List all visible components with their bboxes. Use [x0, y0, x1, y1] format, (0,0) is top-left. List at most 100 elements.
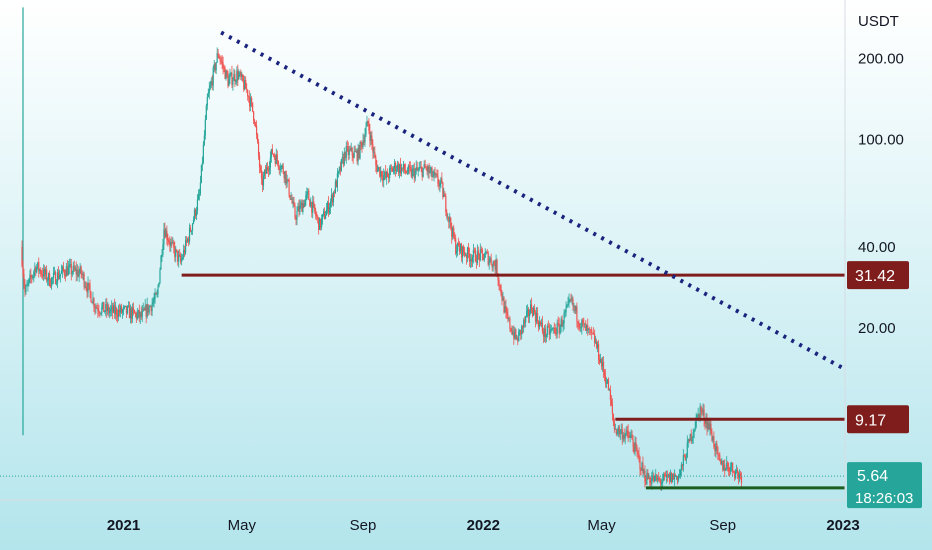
candle-body [645, 481, 647, 484]
candle-body [730, 466, 732, 472]
candle-body [163, 229, 165, 245]
candle-body [601, 361, 604, 367]
candle-body [105, 304, 107, 311]
candle-body [127, 306, 130, 307]
candle-body [112, 306, 114, 313]
candle-body [30, 274, 32, 278]
candle-body [671, 473, 674, 483]
candle-body [485, 252, 487, 254]
candle-body [230, 72, 232, 76]
candle-body [281, 165, 283, 167]
candle-body [371, 135, 373, 145]
candle-body [498, 280, 500, 286]
candle-body [540, 322, 543, 325]
candle-body [713, 436, 715, 447]
candle-body [189, 227, 192, 232]
candle-body [583, 322, 585, 324]
candle-body [48, 273, 51, 286]
candle-body [252, 102, 254, 112]
candle-body [644, 470, 646, 482]
candle-body [176, 249, 178, 251]
candle-body [320, 218, 322, 228]
candle-body [673, 475, 676, 480]
candle-body [278, 166, 280, 170]
candle-body [117, 309, 120, 318]
candle-body [380, 171, 382, 177]
candle-body [672, 473, 675, 480]
candle-body [626, 429, 628, 432]
candle-body [219, 58, 221, 61]
candle-body [186, 238, 189, 242]
candle-body [407, 165, 409, 173]
candle-body [273, 154, 275, 158]
candle-body [283, 172, 285, 179]
candle-body [94, 307, 96, 309]
candle-body [414, 170, 416, 179]
candle-body [34, 267, 36, 272]
time-axis[interactable]: 2021 May Sep 2022 May Sep 2023 [107, 517, 860, 534]
candle-body [222, 62, 224, 68]
candle-body [438, 183, 440, 186]
candle-body [116, 308, 118, 316]
candle-body [128, 306, 131, 319]
candle-body [117, 315, 119, 318]
candle-body [104, 310, 106, 312]
candle-body [736, 470, 739, 473]
candle-body [299, 204, 301, 213]
candle-body [734, 472, 736, 478]
level-price-label: 31.42 [855, 268, 895, 285]
candle-body [680, 464, 682, 470]
candle-body [318, 217, 320, 230]
time-tick-label: 2021 [107, 517, 140, 534]
candle-body [578, 323, 580, 328]
candle-body [209, 84, 211, 89]
candle-body [514, 329, 516, 339]
candle-body [282, 165, 284, 173]
candle-body [364, 134, 366, 143]
candle-body [101, 306, 103, 313]
candle-body [239, 72, 241, 75]
candle-body [62, 266, 64, 271]
candle-body [204, 119, 206, 136]
candle-body [602, 361, 605, 372]
candle-body [737, 472, 740, 479]
candle-body [390, 167, 392, 169]
candle-body [160, 255, 162, 270]
candle-body [402, 164, 405, 169]
candle-body [520, 329, 522, 335]
candle-body [735, 470, 738, 472]
candle-body [684, 456, 686, 461]
price-tick-label: 40.00 [858, 239, 896, 256]
candle-body [187, 238, 190, 242]
price-axis[interactable]: 200.00 100.00 40.00 20.00 [858, 51, 904, 337]
candle-body [221, 61, 223, 63]
candle-body [121, 310, 124, 313]
candle-body [588, 328, 590, 330]
candle-body [681, 464, 683, 467]
candle-body [453, 227, 455, 238]
candle-body [404, 170, 407, 172]
candle-body [654, 475, 656, 482]
candle-body [509, 318, 511, 329]
candle-body [135, 313, 137, 319]
candle-body [328, 207, 331, 213]
candle-body [723, 464, 725, 471]
candle-body [228, 78, 230, 87]
candle-body [623, 434, 625, 439]
candle-body [580, 327, 582, 329]
candle-body [195, 211, 198, 216]
candle-body [604, 375, 607, 384]
candle-body [470, 259, 473, 262]
candle-body [538, 321, 541, 328]
candle-body [208, 88, 210, 94]
candle-body [478, 253, 480, 261]
current-price-label: 5.64 [857, 468, 888, 485]
candle-body [234, 74, 236, 82]
candle-body [559, 326, 561, 334]
candle-body [355, 150, 357, 152]
candle-body [346, 146, 348, 147]
candle-body [633, 446, 635, 453]
candle-body [614, 429, 616, 430]
